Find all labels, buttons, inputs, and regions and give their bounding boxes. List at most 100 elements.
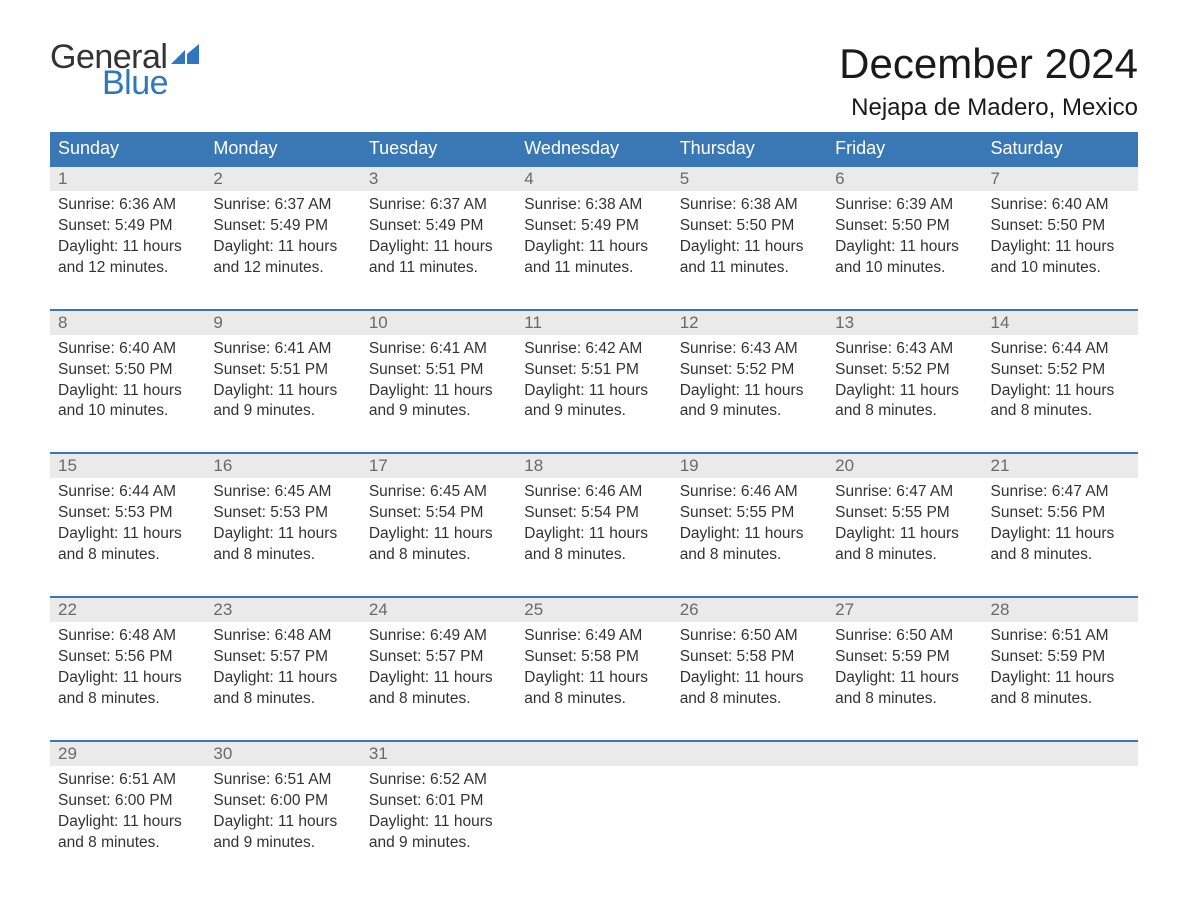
sunset-line: Sunset: 5:57 PM bbox=[369, 647, 508, 668]
day-number: 8 bbox=[58, 313, 67, 332]
sunset-line: Sunset: 5:56 PM bbox=[58, 647, 197, 668]
day-number-row: 30 bbox=[205, 742, 360, 766]
day-number: 4 bbox=[524, 169, 533, 188]
day-number: 5 bbox=[680, 169, 689, 188]
week-row: 15Sunrise: 6:44 AMSunset: 5:53 PMDayligh… bbox=[50, 452, 1138, 578]
day-number-row bbox=[827, 742, 982, 766]
daylight-line: and 8 minutes. bbox=[58, 833, 197, 854]
daylight-line: and 11 minutes. bbox=[369, 258, 508, 279]
calendar: SundayMondayTuesdayWednesdayThursdayFrid… bbox=[50, 132, 1138, 865]
sunset-line: Sunset: 5:54 PM bbox=[524, 503, 663, 524]
sunset-line: Sunset: 5:51 PM bbox=[369, 360, 508, 381]
sunset-line: Sunset: 5:51 PM bbox=[213, 360, 352, 381]
sunset-line: Sunset: 5:56 PM bbox=[991, 503, 1130, 524]
daylight-line: Daylight: 11 hours bbox=[213, 381, 352, 402]
day-cell: 2Sunrise: 6:37 AMSunset: 5:49 PMDaylight… bbox=[205, 167, 360, 291]
weekday-header: Saturday bbox=[983, 132, 1138, 165]
sunset-line: Sunset: 5:55 PM bbox=[835, 503, 974, 524]
daylight-line: Daylight: 11 hours bbox=[369, 381, 508, 402]
daylight-line: Daylight: 11 hours bbox=[369, 237, 508, 258]
sunset-line: Sunset: 5:54 PM bbox=[369, 503, 508, 524]
day-number: 6 bbox=[835, 169, 844, 188]
sunset-line: Sunset: 5:50 PM bbox=[991, 216, 1130, 237]
sunset-line: Sunset: 5:59 PM bbox=[991, 647, 1130, 668]
sunset-line: Sunset: 5:50 PM bbox=[680, 216, 819, 237]
daylight-line: Daylight: 11 hours bbox=[680, 381, 819, 402]
daylight-line: Daylight: 11 hours bbox=[991, 237, 1130, 258]
sunrise-line: Sunrise: 6:51 AM bbox=[58, 770, 197, 791]
day-number-row: 15 bbox=[50, 454, 205, 478]
sunrise-line: Sunrise: 6:49 AM bbox=[524, 626, 663, 647]
day-number: 18 bbox=[524, 456, 543, 475]
sunrise-line: Sunrise: 6:50 AM bbox=[680, 626, 819, 647]
sunset-line: Sunset: 5:53 PM bbox=[58, 503, 197, 524]
day-number: 28 bbox=[991, 600, 1010, 619]
daylight-line: Daylight: 11 hours bbox=[213, 668, 352, 689]
day-number-row: 8 bbox=[50, 311, 205, 335]
weekday-header: Wednesday bbox=[516, 132, 671, 165]
day-number-row: 9 bbox=[205, 311, 360, 335]
brand-word-blue: Blue bbox=[102, 66, 199, 100]
day-number-row: 6 bbox=[827, 167, 982, 191]
daylight-line: and 8 minutes. bbox=[58, 689, 197, 710]
daylight-line: and 8 minutes. bbox=[524, 545, 663, 566]
daylight-line: and 12 minutes. bbox=[213, 258, 352, 279]
sunrise-line: Sunrise: 6:43 AM bbox=[680, 339, 819, 360]
day-number-row: 2 bbox=[205, 167, 360, 191]
day-number-row: 11 bbox=[516, 311, 671, 335]
daylight-line: and 8 minutes. bbox=[680, 545, 819, 566]
day-cell: 16Sunrise: 6:45 AMSunset: 5:53 PMDayligh… bbox=[205, 454, 360, 578]
day-number: 25 bbox=[524, 600, 543, 619]
week-row: 29 Sunrise: 6:51 AM Sunset: 6:00 PM Dayligh… bbox=[50, 740, 1138, 866]
daylight-line: Daylight: 11 hours bbox=[680, 524, 819, 545]
daylight-line: and 8 minutes. bbox=[58, 545, 197, 566]
daylight-line: Daylight: 11 hours bbox=[369, 812, 508, 833]
day-cell: 8Sunrise: 6:40 AMSunset: 5:50 PMDaylight… bbox=[50, 311, 205, 435]
day-number: 2 bbox=[213, 169, 222, 188]
sunrise-line: Sunrise: 6:39 AM bbox=[835, 195, 974, 216]
day-cell: 6Sunrise: 6:39 AMSunset: 5:50 PMDaylight… bbox=[827, 167, 982, 291]
day-number: 27 bbox=[835, 600, 854, 619]
sunset-line: Sunset: 5:49 PM bbox=[369, 216, 508, 237]
week-row: 8Sunrise: 6:40 AMSunset: 5:50 PMDaylight… bbox=[50, 309, 1138, 435]
sunrise-line: Sunrise: 6:46 AM bbox=[680, 482, 819, 503]
day-cell: 11Sunrise: 6:42 AMSunset: 5:51 PMDayligh… bbox=[516, 311, 671, 435]
sunrise-line: Sunrise: 6:42 AM bbox=[524, 339, 663, 360]
sunrise-line: Sunrise: 6:41 AM bbox=[369, 339, 508, 360]
daylight-line: Daylight: 11 hours bbox=[58, 524, 197, 545]
day-number: 16 bbox=[213, 456, 232, 475]
sunrise-line: Sunrise: 6:38 AM bbox=[524, 195, 663, 216]
sunset-line: Sunset: 5:52 PM bbox=[991, 360, 1130, 381]
daylight-line: and 8 minutes. bbox=[524, 689, 663, 710]
day-number-row: 10 bbox=[361, 311, 516, 335]
day-number-row bbox=[516, 742, 671, 766]
day-number: 21 bbox=[991, 456, 1010, 475]
day-cell: 26Sunrise: 6:50 AMSunset: 5:58 PMDayligh… bbox=[672, 598, 827, 722]
daylight-line: Daylight: 11 hours bbox=[835, 381, 974, 402]
daylight-line: and 8 minutes. bbox=[991, 545, 1130, 566]
sunrise-line: Sunrise: 6:45 AM bbox=[369, 482, 508, 503]
day-cell: 24Sunrise: 6:49 AMSunset: 5:57 PMDayligh… bbox=[361, 598, 516, 722]
daylight-line: and 8 minutes. bbox=[835, 689, 974, 710]
sunrise-line: Sunrise: 6:37 AM bbox=[369, 195, 508, 216]
day-number-row: 25 bbox=[516, 598, 671, 622]
sunrise-line: Sunrise: 6:45 AM bbox=[213, 482, 352, 503]
empty-day-cell bbox=[672, 742, 827, 866]
sunrise-line: Sunrise: 6:44 AM bbox=[58, 482, 197, 503]
day-number-row: 21 bbox=[983, 454, 1138, 478]
day-number-row: 18 bbox=[516, 454, 671, 478]
day-number: 19 bbox=[680, 456, 699, 475]
day-number: 29 bbox=[58, 744, 77, 763]
daylight-line: Daylight: 11 hours bbox=[58, 237, 197, 258]
day-number-row: 23 bbox=[205, 598, 360, 622]
day-number bbox=[991, 744, 996, 763]
day-number: 24 bbox=[369, 600, 388, 619]
weekday-header: Sunday bbox=[50, 132, 205, 165]
daylight-line: and 9 minutes. bbox=[369, 401, 508, 422]
day-number: 14 bbox=[991, 313, 1010, 332]
sunset-line: Sunset: 5:55 PM bbox=[680, 503, 819, 524]
sunrise-line: Sunrise: 6:40 AM bbox=[58, 339, 197, 360]
sunset-line: Sunset: 6:00 PM bbox=[213, 791, 352, 812]
sunrise-line: Sunrise: 6:38 AM bbox=[680, 195, 819, 216]
day-number-row: 24 bbox=[361, 598, 516, 622]
